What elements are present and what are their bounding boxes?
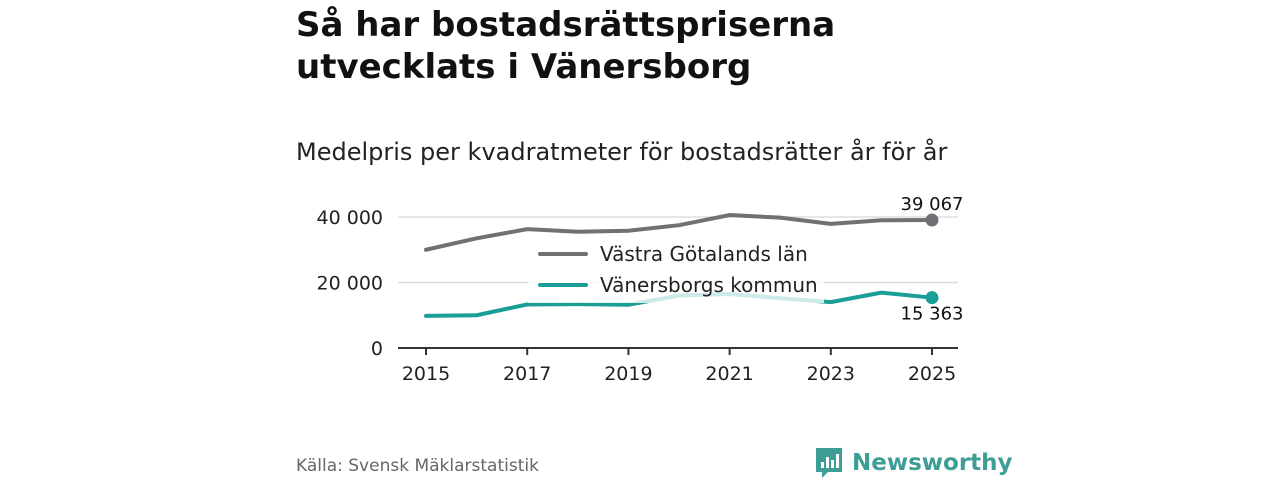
legend-label: Vänersborgs kommun (600, 273, 818, 297)
chart-title: Så har bostadsrättspriserna utvecklats i… (296, 5, 836, 87)
x-tick-label: 2021 (705, 363, 753, 385)
x-tick-label: 2025 (908, 363, 956, 385)
x-tick-label: 2015 (402, 363, 450, 385)
legend-label: Västra Götalands län (600, 242, 808, 266)
brand-logo[interactable]: Newsworthy (814, 446, 1013, 480)
series-end-label: 15 363 (901, 304, 964, 325)
chart-subtitle: Medelpris per kvadratmeter för bostadsrä… (296, 138, 948, 166)
series-end-marker (925, 291, 939, 305)
y-tick-label: 0 (371, 338, 383, 360)
brand-name: Newsworthy (852, 450, 1013, 476)
series-line-vastra-gotaland (424, 213, 934, 252)
series-end-label: 39 067 (901, 194, 964, 215)
x-tick-label: 2017 (503, 363, 551, 385)
x-tick-label: 2023 (807, 363, 855, 385)
y-tick-label: 40 000 (317, 207, 383, 229)
x-tick-label: 2019 (604, 363, 652, 385)
y-tick-label: 20 000 (317, 273, 383, 295)
series-end-marker (925, 213, 939, 227)
legend-background (528, 235, 824, 303)
newsworthy-logo-icon (816, 448, 842, 478)
source-note: Källa: Svensk Mäklarstatistik (296, 456, 539, 476)
